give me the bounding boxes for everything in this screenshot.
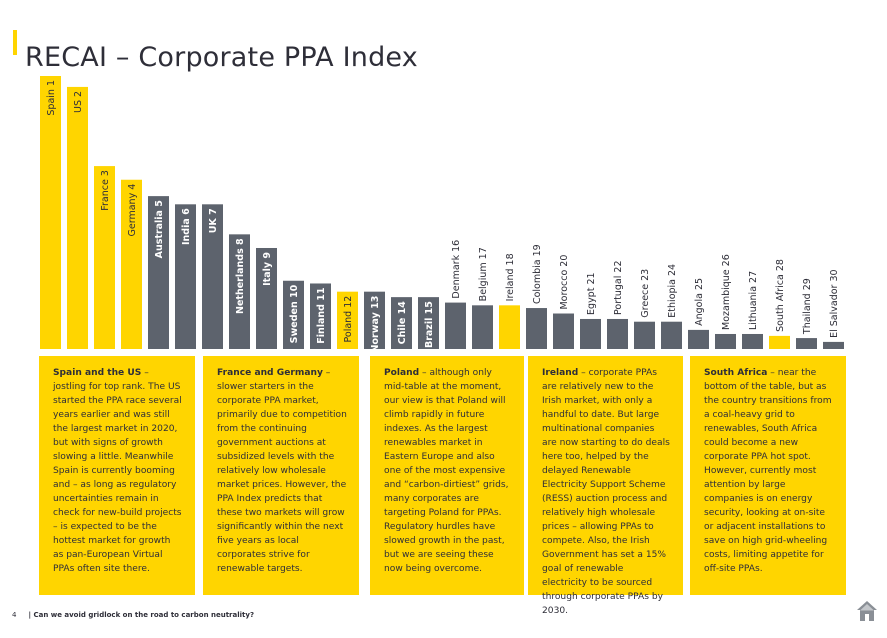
bar-label: Spain 1 [46, 80, 57, 116]
bar-colombia-19 [526, 308, 547, 349]
bar-label: Lithuania 27 [748, 271, 759, 330]
bar-netherlands-8 [229, 234, 250, 349]
panel-south-africa: South Africa – near the bottom of the ta… [690, 356, 846, 595]
panel-text: – slower starters in the corporate PPA m… [217, 368, 347, 574]
bar-label: Ethiopia 24 [667, 264, 678, 318]
bar-thailand-29 [796, 338, 817, 349]
bar-label: France 3 [100, 170, 111, 211]
bar-label: US 2 [73, 91, 84, 113]
panel-lead: Ireland [542, 368, 579, 378]
bar-el-salvador-30 [823, 341, 844, 349]
page-title: RECAI – Corporate PPA Index [25, 42, 418, 74]
bar-sweden-10 [283, 280, 304, 349]
bar-ireland-18 [499, 305, 520, 349]
bar-label: Italy 9 [262, 252, 273, 286]
bar-us-2 [67, 86, 88, 350]
bar-mozambique-26 [715, 333, 736, 349]
bar-finland-11 [310, 283, 331, 349]
home-icon[interactable] [856, 600, 878, 622]
bar-label: Colombia 19 [532, 244, 543, 304]
panel-spain-us: Spain and the US – jostling for top rank… [39, 356, 195, 595]
bar-label: Angola 25 [694, 278, 705, 326]
bar-label: Belgium 17 [478, 247, 489, 301]
bar-denmark-16 [445, 302, 466, 349]
bar-uk-7 [202, 204, 223, 349]
bar-label: India 6 [181, 208, 192, 245]
footer: 4 | Can we avoid gridlock on the road to … [12, 611, 254, 619]
bar-label: Portugal 22 [613, 261, 624, 315]
bar-portugal-22 [607, 318, 628, 349]
bar-label: Morocco 20 [559, 255, 570, 310]
ppa-index-chart: Spain 1 US 2 France 3 Germany 4 Australia 5 I… [40, 76, 844, 352]
bar-label: Thailand 29 [802, 278, 813, 335]
bar-belgium-17 [472, 305, 493, 349]
panel-text: – although only mid-table at the moment,… [384, 368, 509, 574]
footer-title: | Can we avoid gridlock on the road to c… [28, 611, 254, 619]
bar-label: Netherlands 8 [235, 238, 246, 314]
bar-label: Greece 23 [640, 269, 651, 318]
bar-morocco-20 [553, 313, 574, 349]
page-number: 4 [12, 611, 17, 619]
bar-poland-12 [337, 291, 358, 349]
bar-label: Poland 12 [343, 296, 354, 343]
bar-chile-14 [391, 297, 412, 349]
bar-spain-1 [40, 76, 61, 349]
panel-lead: France and Germany [217, 368, 323, 378]
panel-text: – near the bottom of the table, but as t… [704, 368, 832, 574]
bar-italy-9 [256, 247, 277, 349]
bar-france-3 [94, 166, 115, 349]
bar-greece-23 [634, 321, 655, 349]
title-accent-bar [13, 30, 17, 55]
panel-text: – jostling for top rank. The US started … [53, 368, 182, 574]
bar-brazil-15 [418, 297, 439, 349]
bar-label: UK 7 [208, 208, 219, 233]
bar-label: Australia 5 [154, 200, 165, 258]
panel-text: – corporate PPAs are relatively new to t… [542, 368, 670, 616]
bar-label: Ireland 18 [505, 253, 516, 301]
panel-poland: Poland – although only mid-table at the … [370, 356, 524, 595]
panel-lead: Spain and the US [53, 368, 142, 378]
bar-label: South Africa 28 [775, 259, 786, 332]
bar-south-africa-28 [769, 335, 790, 349]
bar-label: Germany 4 [127, 184, 138, 237]
bar-angola-25 [688, 329, 709, 349]
bar-label: Mozambique 26 [721, 254, 732, 330]
bar-label: El Salvador 30 [829, 269, 840, 337]
bar-lithuania-27 [742, 333, 763, 349]
bar-label: Finland 11 [316, 287, 327, 343]
bar-india-6 [175, 204, 196, 349]
bar-label: Chile 14 [397, 301, 408, 345]
bar-label: Brazil 15 [424, 301, 435, 348]
bar-label: Egypt 21 [586, 272, 597, 315]
bar-australia-5 [148, 196, 169, 349]
panel-lead: Poland [384, 368, 420, 378]
panel-lead: South Africa [704, 368, 768, 378]
bar-label: Denmark 16 [451, 240, 462, 299]
bar-label: Sweden 10 [289, 284, 300, 343]
bar-ethiopia-24 [661, 321, 682, 349]
bar-label: Norway 13 [370, 296, 381, 352]
bar-germany-4 [121, 179, 142, 349]
bar-egypt-21 [580, 318, 601, 349]
panel-ireland: Ireland – corporate PPAs are relatively … [528, 356, 683, 616]
bar-norway-13 [364, 291, 385, 349]
panel-france-germany: France and Germany – slower starters in … [203, 356, 359, 595]
